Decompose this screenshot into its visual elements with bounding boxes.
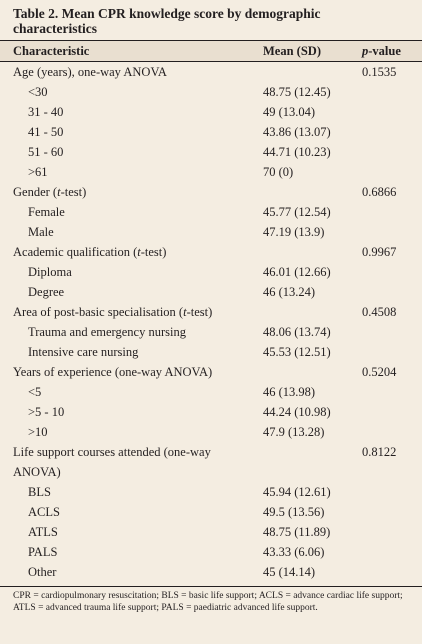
group-row: Academic qualification (t-test) 0.9967 [0, 242, 422, 262]
mean-sd: 43.33 (6.06) [263, 545, 325, 559]
item-row: <30 48.75 (12.45) [0, 82, 422, 102]
group-row: Life support courses attended (one-way A… [0, 442, 422, 482]
mean-sd: 45.53 (12.51) [263, 345, 331, 359]
mean-sd: 45 (14.14) [263, 565, 316, 579]
item-row: >61 70 (0) [0, 162, 422, 182]
item-row: Trauma and emergency nursing 48.06 (13.74… [0, 322, 422, 342]
item-row: Degree 46 (13.24) [0, 282, 422, 302]
table-body: Age (years), one-way ANOVA 0.1535 <30 48.75… [0, 62, 422, 587]
item-label: Other [28, 565, 57, 579]
group-label: Age (years), one-way ANOVA [13, 62, 343, 82]
item-label: ATLS [28, 525, 58, 539]
label-text: Gender ( [13, 185, 58, 199]
group-label: Years of experience (one-way ANOVA) [13, 362, 343, 382]
item-label: Intensive care nursing [28, 345, 139, 359]
item-row: 41 - 50 43.86 (13.07) [0, 122, 422, 142]
label-text: Academic qualification ( [13, 245, 138, 259]
mean-sd: 49 (13.04) [263, 105, 316, 119]
label-text: -test) [186, 305, 213, 319]
item-label: PALS [28, 545, 58, 559]
item-row: 51 - 60 44.71 (10.23) [0, 142, 422, 162]
mean-sd: 48.75 (12.45) [263, 85, 331, 99]
item-label: Diploma [28, 265, 72, 279]
item-label: <5 [28, 385, 42, 399]
item-row: PALS 43.33 (6.06) [0, 542, 422, 562]
table: Characteristic Mean (SD) p-value Age (ye… [0, 40, 422, 587]
p-value: 0.8122 [362, 445, 397, 459]
item-row: >10 47.9 (13.28) [0, 422, 422, 442]
label-text: Area of post-basic specialisation ( [13, 305, 184, 319]
mean-sd: 47.19 (13.9) [263, 225, 325, 239]
group-row: Age (years), one-way ANOVA 0.1535 [0, 62, 422, 82]
item-label: >10 [28, 425, 48, 439]
mean-sd: 48.75 (11.89) [263, 525, 331, 539]
header-cell: Characteristic [13, 44, 90, 58]
header-text: p [362, 44, 369, 58]
item-label: ACLS [28, 505, 60, 519]
label-text: t [57, 185, 61, 199]
mean-sd: 46 (13.24) [263, 285, 316, 299]
mean-sd: 44.71 (10.23) [263, 145, 331, 159]
header-row: Characteristic Mean (SD) p-value [0, 40, 422, 62]
mean-sd: 44.24 (10.98) [263, 405, 331, 419]
item-row: Intensive care nursing 45.53 (12.51) [0, 342, 422, 362]
item-label: <30 [28, 85, 48, 99]
item-label: Male [28, 225, 54, 239]
group-label: Gender (t-test) [13, 182, 343, 202]
item-row: <5 46 (13.98) [0, 382, 422, 402]
mean-sd: 70 (0) [263, 165, 294, 179]
item-label: Female [28, 205, 65, 219]
group-row: Area of post-basic specialisation (t-tes… [0, 302, 422, 322]
group-label: Life support courses attended (one-way A… [13, 442, 248, 482]
p-value: 0.5204 [362, 365, 397, 379]
mean-sd: 46.01 (12.66) [263, 265, 331, 279]
item-row: >5 - 10 44.24 (10.98) [0, 402, 422, 422]
item-label: 41 - 50 [28, 125, 64, 139]
header-cell: p-value [362, 41, 401, 61]
item-row: Female 45.77 (12.54) [0, 202, 422, 222]
p-value: 0.9967 [362, 245, 397, 259]
item-row: ACLS 49.5 (13.56) [0, 502, 422, 522]
label-text: -test) [60, 185, 87, 199]
item-row: Diploma 46.01 (12.66) [0, 262, 422, 282]
mean-sd: 47.9 (13.28) [263, 425, 325, 439]
label-text: Years of experience (one-way ANOVA) [13, 365, 213, 379]
item-label: BLS [28, 485, 51, 499]
item-row: BLS 45.94 (12.61) [0, 482, 422, 502]
group-label: Area of post-basic specialisation (t-tes… [13, 302, 343, 322]
p-value: 0.4508 [362, 305, 397, 319]
item-label: 51 - 60 [28, 145, 64, 159]
label-text: Age (years), one-way ANOVA [13, 65, 167, 79]
item-row: Other 45 (14.14) [0, 562, 422, 582]
p-value: 0.6866 [362, 185, 397, 199]
header-cell: Mean (SD) [263, 44, 321, 58]
item-row: 31 - 40 49 (13.04) [0, 102, 422, 122]
p-value: 0.1535 [362, 65, 397, 79]
item-label: >61 [28, 165, 48, 179]
table-title: Table 2. Mean CPR knowledge score by dem… [13, 6, 321, 36]
mean-sd: 43.86 (13.07) [263, 125, 331, 139]
group-row: Years of experience (one-way ANOVA) 0.520… [0, 362, 422, 382]
item-label: >5 - 10 [28, 405, 65, 419]
label-text: t [183, 305, 187, 319]
label-text: -test) [140, 245, 167, 259]
group-row: Gender (t-test) 0.6866 [0, 182, 422, 202]
item-label: Trauma and emergency nursing [28, 325, 186, 339]
item-label: Degree [28, 285, 65, 299]
header-text: -value [368, 44, 401, 58]
item-label: 31 - 40 [28, 105, 64, 119]
item-row: Male 47.19 (13.9) [0, 222, 422, 242]
item-row: ATLS 48.75 (11.89) [0, 522, 422, 542]
mean-sd: 45.77 (12.54) [263, 205, 331, 219]
group-label: Academic qualification (t-test) [13, 242, 343, 262]
label-text: Life support courses attended (one-way A… [13, 445, 211, 479]
mean-sd: 49.5 (13.56) [263, 505, 325, 519]
table-note: CPR = cardiopulmonary resuscitation; BLS… [13, 591, 403, 613]
mean-sd: 48.06 (13.74) [263, 325, 331, 339]
mean-sd: 46 (13.98) [263, 385, 316, 399]
mean-sd: 45.94 (12.61) [263, 485, 331, 499]
label-text: t [137, 245, 141, 259]
